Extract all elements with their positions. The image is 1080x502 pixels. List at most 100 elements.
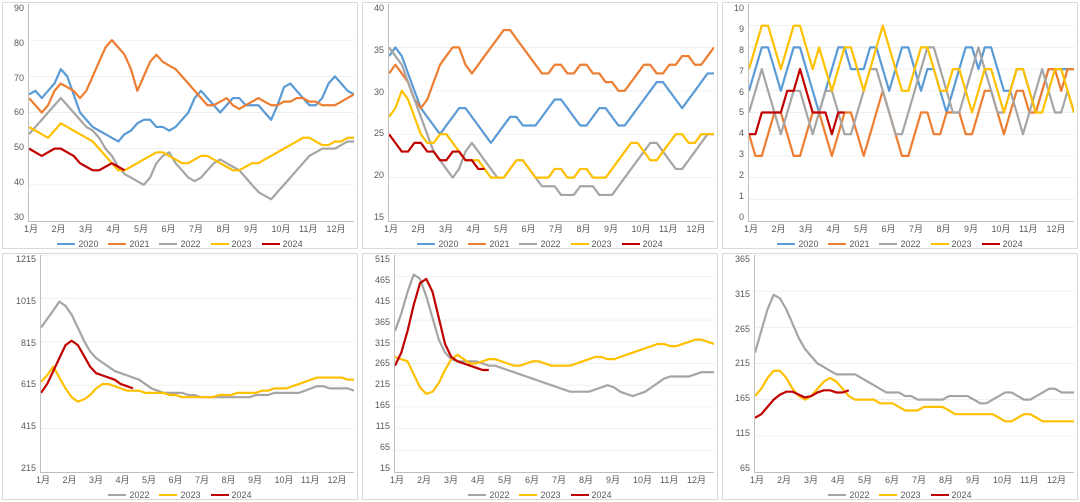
x-axis-labels: 1月2月3月4月5月6月7月8月9月10月11月12月 <box>744 222 1074 235</box>
legend-swatch <box>982 243 1000 246</box>
series-2020 <box>389 47 714 142</box>
legend: 2022 2023 2024 <box>726 490 1074 500</box>
legend-label: 2023 <box>232 239 252 249</box>
legend-item-2022: 2022 <box>108 490 149 500</box>
series-2024 <box>29 149 125 171</box>
legend-label: 2022 <box>900 239 920 249</box>
x-axis-labels: 1月2月3月4月5月6月7月8月9月10月11月12月 <box>384 222 714 235</box>
legend-item-2021: 2021 <box>828 239 869 249</box>
legend-swatch <box>931 243 949 246</box>
legend-swatch <box>159 494 177 497</box>
x-axis-labels: 1月2月3月4月5月6月7月8月9月10月11月12月 <box>750 473 1074 486</box>
legend-label: 2020 <box>438 239 458 249</box>
chart-grid: 908070605040301月2月3月4月5月6月7月8月9月10月11月12… <box>0 0 1080 502</box>
legend-item-2024: 2024 <box>982 239 1023 249</box>
y-axis-labels: 5154654153653152652151651156515 <box>366 255 394 473</box>
legend-item-2023: 2023 <box>879 490 920 500</box>
y-axis-labels: 36531526521516511565 <box>726 255 754 473</box>
legend-label: 2024 <box>952 490 972 500</box>
legend-item-2020: 2020 <box>57 239 98 249</box>
legend-swatch <box>828 494 846 497</box>
legend-item-2024: 2024 <box>211 490 252 500</box>
plot-area <box>28 4 354 222</box>
legend-swatch <box>108 243 126 246</box>
plot-area <box>40 255 354 473</box>
legend-label: 2023 <box>952 239 972 249</box>
x-axis-labels: 1月2月3月4月5月6月7月8月9月10月11月12月 <box>390 473 714 486</box>
plot-area <box>394 255 714 473</box>
legend-label: 2024 <box>232 490 252 500</box>
legend-item-2024: 2024 <box>262 239 303 249</box>
legend-item-2021: 2021 <box>108 239 149 249</box>
legend-swatch <box>777 243 795 246</box>
legend-label: 2022 <box>540 239 560 249</box>
legend-label: 2023 <box>900 490 920 500</box>
legend-label: 2020 <box>78 239 98 249</box>
panel-p2: 4035302520151月2月3月4月5月6月7月8月9月10月11月12月 2… <box>360 0 720 251</box>
legend-label: 2024 <box>643 239 663 249</box>
legend-label: 2024 <box>283 239 303 249</box>
legend-swatch <box>417 243 435 246</box>
legend-item-2022: 2022 <box>159 239 200 249</box>
y-axis-labels: 90807060504030 <box>6 4 28 222</box>
series-2023 <box>29 123 354 170</box>
legend-label: 2022 <box>129 490 149 500</box>
legend-swatch <box>571 243 589 246</box>
y-axis-labels: 109876543210 <box>726 4 748 222</box>
series-2024 <box>395 279 489 370</box>
legend-label: 2020 <box>798 239 818 249</box>
legend-item-2022: 2022 <box>879 239 920 249</box>
legend-item-2024: 2024 <box>571 490 612 500</box>
y-axis-labels: 403530252015 <box>366 4 388 222</box>
legend-label: 2022 <box>489 490 509 500</box>
panel-p1: 908070605040301月2月3月4月5月6月7月8月9月10月11月12… <box>0 0 360 251</box>
legend-swatch <box>879 494 897 497</box>
legend-label: 2022 <box>849 490 869 500</box>
legend-item-2023: 2023 <box>931 239 972 249</box>
legend-swatch <box>519 494 537 497</box>
legend-label: 2024 <box>1003 239 1023 249</box>
legend-label: 2021 <box>849 239 869 249</box>
plot-area <box>388 4 714 222</box>
legend-label: 2024 <box>592 490 612 500</box>
x-axis-labels: 1月2月3月4月5月6月7月8月9月10月11月12月 <box>24 222 354 235</box>
legend: 2020 2021 2022 2023 2024 <box>6 239 354 249</box>
series-2021 <box>389 30 714 108</box>
legend-swatch <box>879 243 897 246</box>
panel-p6: 365315265215165115651月2月3月4月5月6月7月8月9月10… <box>720 251 1080 502</box>
legend-label: 2023 <box>592 239 612 249</box>
legend-item-2022: 2022 <box>828 490 869 500</box>
legend-item-2022: 2022 <box>519 239 560 249</box>
legend-swatch <box>468 243 486 246</box>
plot-area <box>754 255 1074 473</box>
legend: 2020 2021 2022 2023 2024 <box>366 239 714 249</box>
legend-swatch <box>108 494 126 497</box>
y-axis-labels: 12151015815615415215 <box>6 255 40 473</box>
panel-p5: 51546541536531526521516511565151月2月3月4月5… <box>360 251 720 502</box>
legend-item-2024: 2024 <box>931 490 972 500</box>
legend-swatch <box>519 243 537 246</box>
legend-swatch <box>622 243 640 246</box>
series-2024 <box>749 69 845 134</box>
panel-p4: 121510158156154152151月2月3月4月5月6月7月8月9月10… <box>0 251 360 502</box>
legend-label: 2021 <box>129 239 149 249</box>
panel-p3: 1098765432101月2月3月4月5月6月7月8月9月10月11月12月 2… <box>720 0 1080 251</box>
series-2024 <box>755 390 849 417</box>
legend-swatch <box>211 494 229 497</box>
legend-swatch <box>262 243 280 246</box>
legend-item-2023: 2023 <box>519 490 560 500</box>
series-2022 <box>41 302 354 398</box>
legend-swatch <box>571 494 589 497</box>
legend-swatch <box>159 243 177 246</box>
legend: 2022 2023 2024 <box>366 490 714 500</box>
legend-item-2021: 2021 <box>468 239 509 249</box>
legend-swatch <box>211 243 229 246</box>
legend-swatch <box>57 243 75 246</box>
legend: 2020 2021 2022 2023 2024 <box>726 239 1074 249</box>
legend-item-2024: 2024 <box>622 239 663 249</box>
legend-label: 2023 <box>540 490 560 500</box>
series-2020 <box>29 69 354 141</box>
legend-item-2023: 2023 <box>571 239 612 249</box>
legend-swatch <box>468 494 486 497</box>
legend-label: 2023 <box>180 490 200 500</box>
